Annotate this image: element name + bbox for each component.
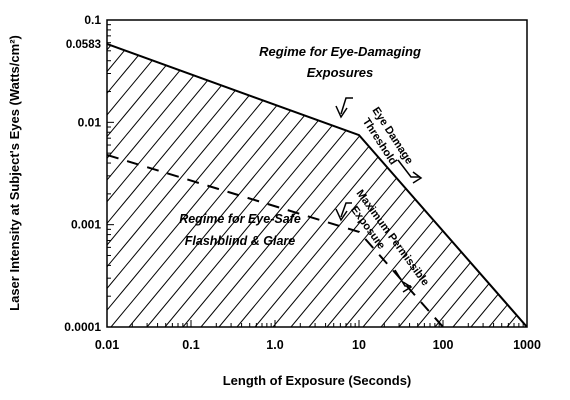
hatch-line bbox=[107, 43, 271, 327]
hatch-line bbox=[107, 43, 181, 327]
y-tick-label: 0.01 bbox=[78, 115, 102, 129]
hatch-line bbox=[506, 43, 527, 327]
hatch-line bbox=[107, 43, 163, 327]
hatch-line bbox=[107, 43, 325, 327]
hatch-line bbox=[107, 43, 289, 327]
tick-labels: 0.01 0.1 1.0 10 100 1000 0.1 0.0583 0.01 0.001 0.0… bbox=[64, 13, 541, 352]
hatch-line bbox=[107, 43, 307, 327]
safe-regime-line1: Regime for Eye-Safe bbox=[179, 212, 301, 226]
hatch-line bbox=[107, 43, 199, 327]
hatch-line bbox=[344, 43, 527, 327]
hatch-line bbox=[107, 43, 235, 327]
hatch-line bbox=[164, 43, 415, 327]
damaging-regime-line2: Exposures bbox=[307, 65, 373, 80]
threshold-arrow-down bbox=[397, 159, 423, 184]
threshold-arrow-up bbox=[335, 97, 353, 119]
x-tick-label: 0.1 bbox=[182, 338, 199, 352]
x-tick-label: 1000 bbox=[513, 338, 541, 352]
damaging-regime-line1: Regime for Eye-Damaging bbox=[259, 44, 421, 59]
y-tick-label: 0.001 bbox=[71, 218, 101, 232]
safe-regime-line2: Flashblind & Glare bbox=[185, 234, 295, 248]
plot-frame bbox=[106, 19, 528, 328]
y-tick-label: 0.0583 bbox=[66, 39, 101, 51]
x-tick-label: 10 bbox=[352, 338, 366, 352]
hatch-line bbox=[434, 43, 527, 327]
hatch-line bbox=[254, 43, 505, 327]
series-lines bbox=[107, 43, 527, 327]
y-axis-label: Laser Intensity at Subject's Eyes (Watts… bbox=[7, 35, 22, 311]
y-tick-label: 0.1 bbox=[84, 13, 101, 27]
mpe-arrow-down bbox=[394, 269, 413, 293]
hatch-line bbox=[362, 43, 527, 327]
mpe-arrow-up bbox=[335, 202, 352, 222]
x-tick-label: 1.0 bbox=[266, 338, 283, 352]
x-tick-label: 0.01 bbox=[95, 338, 119, 352]
threshold-label: Eye Damage Threshold bbox=[360, 105, 415, 167]
hatch-line bbox=[524, 43, 527, 327]
eye-damage-threshold-line bbox=[107, 43, 527, 327]
axis-ticks bbox=[106, 19, 528, 328]
max-permissible-exposure-line bbox=[107, 153, 444, 327]
hatched-region bbox=[107, 27, 570, 327]
hatch-line bbox=[107, 43, 217, 327]
x-tick-label: 100 bbox=[433, 338, 454, 352]
x-axis-label: Length of Exposure (Seconds) bbox=[223, 373, 412, 388]
y-tick-label: 0.0001 bbox=[64, 320, 101, 334]
hatch-line bbox=[107, 43, 253, 327]
mpe-label: Maximum Permissible Exposure bbox=[348, 188, 431, 289]
hatch-line bbox=[380, 43, 527, 327]
hatch-line bbox=[543, 27, 570, 327]
hatch-line bbox=[488, 43, 527, 327]
hatch-line bbox=[452, 43, 527, 327]
hatch-line bbox=[107, 43, 343, 327]
hatch-line bbox=[416, 43, 527, 327]
hatch-line bbox=[470, 43, 527, 327]
